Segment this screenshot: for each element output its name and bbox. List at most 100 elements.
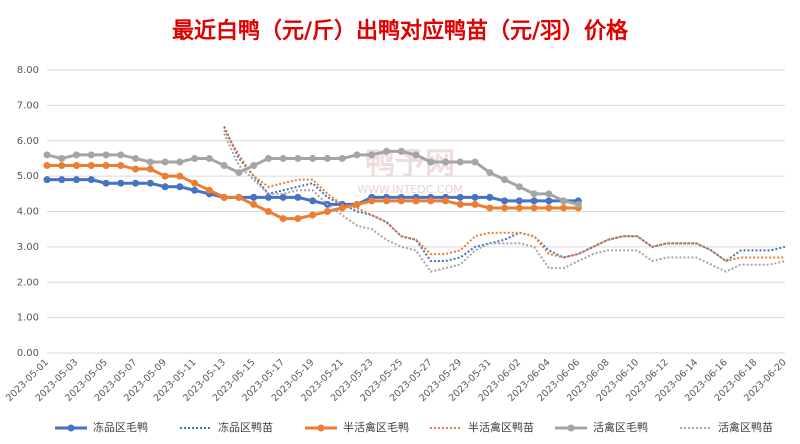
marker [191, 154, 199, 162]
marker [264, 193, 272, 201]
marker [73, 162, 81, 170]
marker [146, 179, 154, 187]
marker [442, 158, 450, 166]
y-tick-label: 8.00 [17, 65, 39, 76]
y-tick-label: 5.00 [17, 171, 39, 182]
marker [382, 197, 390, 205]
marker [117, 162, 125, 170]
legend-label: 活禽区鸭苗 [718, 420, 773, 434]
marker [235, 169, 243, 177]
marker [471, 193, 479, 201]
marker [486, 193, 494, 201]
marker [250, 193, 258, 201]
marker [102, 151, 110, 159]
marker [43, 151, 51, 159]
marker [456, 200, 464, 208]
y-tick-label: 2.00 [17, 277, 39, 288]
series-line [223, 133, 786, 273]
marker [530, 190, 538, 198]
marker [368, 197, 376, 205]
marker [279, 154, 287, 162]
marker [146, 158, 154, 166]
marker [73, 176, 81, 184]
marker [471, 158, 479, 166]
marker [161, 172, 169, 180]
marker [309, 197, 317, 205]
marker [545, 190, 553, 198]
marker [176, 158, 184, 166]
marker [309, 154, 317, 162]
legend-label: 活禽区毛鸭 [593, 420, 648, 434]
y-tick-label: 6.00 [17, 136, 39, 147]
marker [132, 154, 140, 162]
marker [161, 158, 169, 166]
marker [294, 215, 302, 223]
marker [102, 162, 110, 170]
marker [132, 165, 140, 173]
marker [161, 183, 169, 191]
series-line [47, 164, 579, 221]
marker [530, 204, 538, 212]
marker [58, 176, 66, 184]
marker [486, 204, 494, 212]
legend-marker [67, 424, 75, 432]
watermark: WWW.INTEDC.COM [357, 183, 462, 196]
marker [146, 165, 154, 173]
marker [43, 162, 51, 170]
marker [191, 179, 199, 187]
marker [132, 179, 140, 187]
marker [102, 179, 110, 187]
marker [353, 200, 361, 208]
marker [264, 154, 272, 162]
marker [456, 158, 464, 166]
marker [382, 147, 390, 155]
marker [58, 154, 66, 162]
marker [530, 197, 538, 205]
marker [368, 151, 376, 159]
marker [456, 193, 464, 201]
marker [279, 215, 287, 223]
legend-label: 半活禽区毛鸭 [343, 420, 409, 434]
legend-marker [317, 424, 325, 432]
marker [279, 193, 287, 201]
marker [250, 162, 258, 170]
chart-title: 最近白鸭（元/斤）出鸭对应鸭苗（元/羽）价格 [172, 18, 629, 44]
marker [294, 193, 302, 201]
y-tick-label: 0.00 [17, 348, 39, 359]
legend-label: 冻品区鸭苗 [218, 420, 273, 434]
marker [191, 186, 199, 194]
y-tick-label: 4.00 [17, 207, 39, 218]
marker [205, 154, 213, 162]
marker [501, 204, 509, 212]
marker [309, 211, 317, 219]
marker [515, 204, 523, 212]
marker [501, 176, 509, 184]
legend-marker [567, 424, 575, 432]
marker [427, 197, 435, 205]
marker [235, 193, 243, 201]
marker [176, 172, 184, 180]
y-tick-label: 7.00 [17, 100, 39, 111]
marker [338, 154, 346, 162]
marker [220, 162, 228, 170]
y-tick-label: 3.00 [17, 242, 39, 253]
marker [574, 200, 582, 208]
marker [397, 147, 405, 155]
marker [560, 204, 568, 212]
marker [486, 169, 494, 177]
marker [87, 176, 95, 184]
marker [58, 162, 66, 170]
marker [353, 151, 361, 159]
marker [427, 158, 435, 166]
marker [176, 183, 184, 191]
legend-label: 冻品区毛鸭 [93, 420, 148, 434]
marker [515, 197, 523, 205]
series-line [223, 126, 786, 263]
marker [205, 186, 213, 194]
marker [545, 204, 553, 212]
marker [323, 208, 331, 215]
marker [397, 197, 405, 205]
marker [264, 208, 272, 215]
marker [545, 197, 553, 205]
